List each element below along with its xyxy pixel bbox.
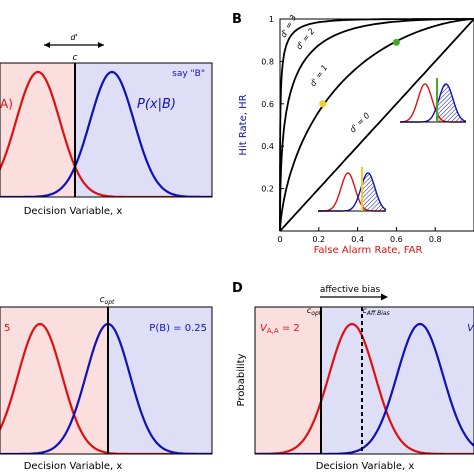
panel-a-blue-region [75,63,212,197]
panel-a-say-b-label: say "B" [172,69,205,79]
panel-b-green-point [392,38,400,46]
panel-b-curve-label-d2: d' = 2 [294,27,316,52]
panel-b-xlabel: False Alarm Rate, FAR [314,245,423,256]
panel-d-bias-label: affective bias [320,285,381,295]
panel-d-blue-region [321,307,474,454]
panel-a-xlabel: Decision Variable, x [24,206,123,217]
panel-b-xtick-label: 0 [277,235,282,244]
panel-a: d' c say "B" A) P(x|B) Decision Variable… [0,33,213,217]
panel-b-ytick-label: 0.2 [261,185,274,194]
panel-a-red-region [0,63,75,197]
panel-d-letter: D [232,281,243,296]
panel-d-frame [254,306,474,455]
panel-b-xtick-label: 0.8 [429,235,442,244]
panel-b-ytick-label: 1 [269,15,274,24]
panel-c-red-distribution [0,322,212,454]
panel-d: D affective bias copt cAff.Bias VA,A = 2… [232,281,474,472]
panel-a-dprime-label: d' [70,33,77,42]
inset-upper-hit-region [437,84,466,122]
panel-b-curve-label-d3: d' = 3 [279,13,298,39]
panel-b-inset-upper [400,78,467,123]
panel-c-xlabel: Decision Variable, x [24,461,123,472]
panel-b-curve-label-d1: d' = 1 [308,63,329,88]
panel-d-bias-arrow-head [381,293,388,301]
roc-curve-series-3 [279,18,474,232]
panel-b-letter: B [232,12,242,27]
panel-d-copt-label: copt [307,306,322,317]
panel-b-xtick-label: 0.4 [351,235,364,244]
panel-a-left-label: A) [0,97,13,111]
panel-c-copt-label: copt [100,295,115,306]
inset-upper-false-alarm-region [437,113,450,122]
panel-b-inset-lower [318,167,387,212]
panel-a-red-distribution [0,70,212,197]
panel-b-frame [279,18,474,232]
panel-b-ytick-label: 0.6 [261,100,274,109]
panel-b-curve-label-d0: d' = 0 [348,111,371,134]
panel-c-blue-region [108,307,212,454]
inset-lower-hit-region [362,173,386,211]
panel-c: copt 5 P(B) = 0.25 Decision Variable, x [0,295,213,472]
panel-d-blue-distribution [255,322,474,454]
panel-c-frame [0,306,213,455]
panel-a-criterion-label: c [73,53,78,63]
panel-d-ylabel: Probability [236,353,247,406]
panel-d-vaa-label: VA,A = 2 [260,323,300,335]
panel-a-arrow-right-head [98,42,104,48]
panel-b-xtick-label: 0.6 [390,235,403,244]
panel-b-xtick-label: 0.2 [312,235,325,244]
panel-a-arrow-left-head [44,42,50,48]
panel-d-xlabel: Decision Variable, x [316,461,415,472]
panel-b-ytick-label: 0.8 [261,57,274,66]
panel-b-yellow-point [319,100,327,108]
panel-a-pb-label: P(x|B) [137,97,176,112]
panel-d-v-fragment: V [467,323,474,334]
panel-c-pb-label: P(B) = 0.25 [149,323,207,334]
panel-b-ticks: 0.2 0.4 0.6 0.8 1 0 0.2 0.4 0.6 0.8 [261,15,441,244]
panel-b: B 0.2 0.4 0.6 0.8 1 0 0.2 0.4 0.6 0.8 Hit Rate, H… [232,12,474,256]
panel-d-caff-label: cAff.Bias [362,306,389,317]
panel-c-red-region [0,307,108,454]
panel-b-ytick-label: 0.4 [261,142,274,151]
panel-c-left-value: 5 [4,323,10,334]
panel-b-ylabel: Hit Rate, HR [238,94,249,155]
panel-a-frame [0,62,213,198]
